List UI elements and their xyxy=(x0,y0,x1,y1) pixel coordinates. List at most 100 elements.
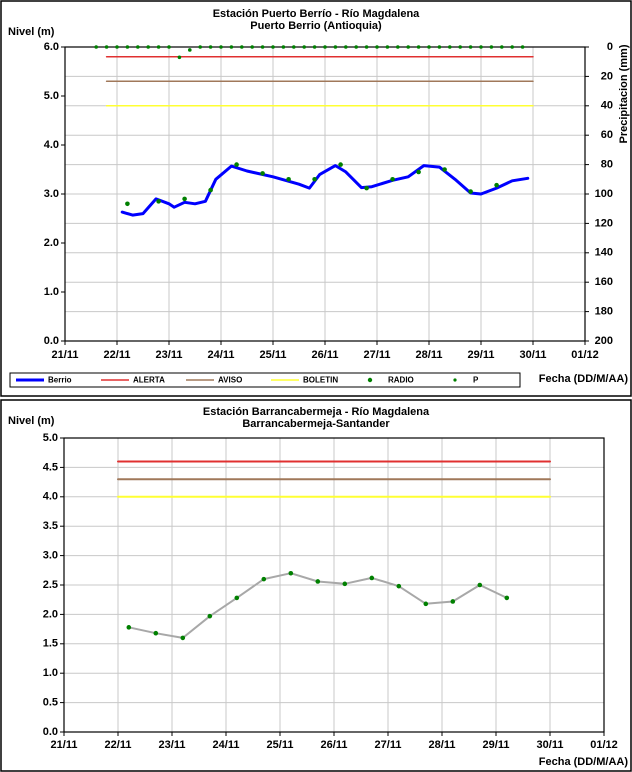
y-tick-label: 5.0 xyxy=(43,432,58,444)
y-axis-label: Nivel (m) xyxy=(8,415,55,427)
data-point xyxy=(240,45,244,49)
x-tick-label: 22/11 xyxy=(105,739,132,751)
x-tick-label: 26/11 xyxy=(321,739,348,751)
x-tick-label: 29/11 xyxy=(483,739,510,751)
x-tick-label: 01/12 xyxy=(590,739,618,751)
y-tick-label: 3.0 xyxy=(44,188,59,200)
data-point xyxy=(125,45,130,49)
y-tick-label: 2.5 xyxy=(43,579,58,591)
data-point xyxy=(156,199,161,204)
data-point xyxy=(500,45,504,49)
data-point xyxy=(234,595,240,601)
data-point xyxy=(281,45,286,49)
y2-tick-label: 120 xyxy=(595,217,613,229)
y2-tick-label: 100 xyxy=(595,188,613,200)
data-point xyxy=(458,45,463,49)
legend-label: AVISO xyxy=(218,376,242,385)
y2-tick-label: 180 xyxy=(595,306,613,318)
data-point xyxy=(182,196,187,202)
data-point xyxy=(156,45,161,49)
data-point xyxy=(333,45,338,49)
y-tick-label: 0.5 xyxy=(43,697,58,709)
x-axis-label: Fecha (DD/M/AA) xyxy=(539,756,629,768)
chart-subtitle: Puerto Berrio (Antioquia) xyxy=(250,20,382,32)
data-point xyxy=(167,45,171,49)
y-tick-label: 2.0 xyxy=(43,608,58,620)
data-point xyxy=(479,45,483,49)
y-tick-label: 3.5 xyxy=(43,520,58,532)
legend-label: BOLETIN xyxy=(303,376,338,385)
x-axis-label: Fecha (DD/M/AA) xyxy=(539,373,629,385)
x-tick-label: 29/11 xyxy=(468,349,495,361)
data-point xyxy=(364,45,369,49)
data-point xyxy=(477,582,483,588)
chart-title: Estación Barrancabermeja - Río Magdalena xyxy=(203,406,430,418)
y-tick-label: 3.0 xyxy=(43,550,58,562)
legend-label: ALERTA xyxy=(133,376,165,385)
y-tick-label: 1.0 xyxy=(43,667,58,679)
data-point xyxy=(344,45,348,49)
y-tick-label: 6.0 xyxy=(44,41,59,53)
y2-tick-label: 160 xyxy=(595,276,613,288)
chart-subtitle: Barrancabermeja-Santander xyxy=(242,418,390,430)
x-tick-label: 23/11 xyxy=(159,739,186,751)
data-point xyxy=(250,45,254,49)
data-point xyxy=(427,45,431,49)
data-point xyxy=(115,45,119,49)
data-point xyxy=(448,45,452,49)
data-point xyxy=(442,167,447,172)
data-point xyxy=(323,45,327,49)
y2-tick-label: 140 xyxy=(595,247,613,259)
data-point xyxy=(437,45,442,49)
data-point xyxy=(271,45,275,49)
data-point xyxy=(468,189,473,194)
data-point xyxy=(520,45,525,49)
y2-axis-label: Precipitacion (mm) xyxy=(618,44,630,143)
y-tick-label: 0.0 xyxy=(43,726,58,738)
data-point xyxy=(364,185,369,191)
y2-tick-label: 40 xyxy=(601,100,613,112)
data-point xyxy=(292,45,296,49)
x-tick-label: 21/11 xyxy=(51,739,78,751)
data-point xyxy=(416,45,421,49)
legend-swatch xyxy=(453,378,457,382)
data-point xyxy=(302,45,307,49)
y-tick-label: 0.0 xyxy=(44,335,59,347)
y-tick-label: 1.0 xyxy=(44,286,59,298)
data-point xyxy=(180,635,186,641)
x-tick-label: 27/11 xyxy=(375,739,402,751)
data-point xyxy=(94,45,98,49)
data-point xyxy=(229,45,234,49)
x-tick-label: 30/11 xyxy=(537,739,564,751)
data-point xyxy=(261,576,267,582)
data-point xyxy=(354,45,359,49)
data-point xyxy=(234,162,239,167)
data-point xyxy=(338,162,343,167)
y2-tick-label: 80 xyxy=(601,159,613,171)
y2-tick-label: 200 xyxy=(595,335,613,347)
data-point xyxy=(494,182,499,188)
x-tick-label: 26/11 xyxy=(312,349,339,361)
x-tick-label: 30/11 xyxy=(520,349,547,361)
x-tick-label: 25/11 xyxy=(267,739,294,751)
x-tick-label: 28/11 xyxy=(416,349,443,361)
data-point xyxy=(177,55,182,60)
data-point xyxy=(396,583,402,589)
data-point xyxy=(208,187,213,193)
data-point xyxy=(375,45,379,49)
data-point xyxy=(416,169,421,175)
y-tick-label: 2.0 xyxy=(44,237,59,249)
data-point xyxy=(219,45,223,49)
data-point xyxy=(260,171,265,176)
legend-swatch xyxy=(367,377,373,383)
legend-box xyxy=(9,372,521,388)
data-point xyxy=(385,45,390,49)
data-point xyxy=(146,45,150,49)
x-tick-label: 23/11 xyxy=(156,349,183,361)
x-tick-label: 28/11 xyxy=(429,739,456,751)
y-tick-label: 4.5 xyxy=(43,461,58,473)
data-point xyxy=(510,45,514,49)
y-tick-label: 5.0 xyxy=(44,90,59,102)
data-point xyxy=(450,599,456,604)
